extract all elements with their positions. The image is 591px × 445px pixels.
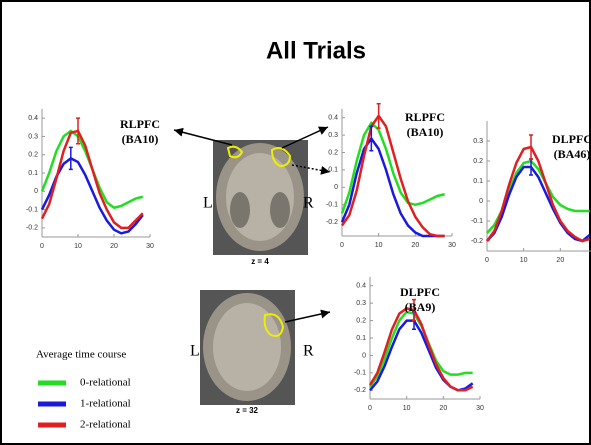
x-tick-label: 10: [74, 243, 82, 250]
legend-label: 2-relational: [80, 419, 131, 431]
x-tick-label: 20: [556, 257, 564, 264]
y-tick-label: -0.2: [326, 219, 338, 226]
error-bar: [76, 117, 80, 145]
y-tick-label: -0.1: [326, 202, 338, 209]
brain-image: [200, 290, 295, 405]
y-tick-label: 0.2: [356, 317, 366, 324]
series-line: [486, 165, 591, 243]
region-label: RLPFC: [120, 117, 160, 131]
y-tick-label: 0.1: [328, 167, 338, 174]
y-tick-label: 0.4: [28, 115, 38, 122]
y-tick-label: 0: [362, 352, 366, 359]
arrow: [284, 309, 331, 323]
arrow: [281, 126, 329, 149]
y-tick-label: 0.3: [473, 138, 483, 145]
x-tick-label: 30: [448, 242, 456, 249]
x-tick-label: 20: [439, 405, 447, 412]
y-tick-label: 0.1: [473, 178, 483, 185]
region-label: (BA10): [407, 125, 444, 139]
hemisphere-label: L: [190, 343, 200, 360]
hemisphere-label: R: [303, 343, 314, 360]
y-tick-label: -0.2: [26, 225, 38, 232]
y-tick-label: 0.1: [28, 170, 38, 177]
error-bar: [376, 103, 381, 129]
series-line: [340, 136, 445, 238]
x-tick-label: 20: [110, 243, 118, 250]
slide-title: All Trials: [266, 37, 366, 64]
arrow: [291, 164, 331, 175]
error-bar: [412, 298, 416, 322]
series-line: [485, 145, 590, 243]
region-label: RLPFC: [405, 110, 445, 124]
y-tick-label: 0.4: [356, 283, 366, 290]
hemisphere-label: R: [303, 195, 314, 212]
y-tick-label: -0.2: [471, 238, 483, 245]
brain-image: [213, 140, 308, 255]
series-line: [40, 129, 144, 230]
y-tick-label: 0: [34, 188, 38, 195]
series-line: [368, 307, 474, 392]
x-tick-label: 20: [411, 242, 419, 249]
y-tick-label: 0: [334, 184, 338, 191]
series-line: [340, 113, 445, 238]
x-tick-label: 0: [40, 243, 44, 250]
region-label: (BA46): [554, 147, 591, 161]
y-tick-label: 0.3: [356, 300, 366, 307]
y-tick-label: 0.2: [28, 152, 38, 159]
legend-label: 1-relational: [80, 398, 131, 410]
legend-title: Average time course: [36, 349, 126, 361]
y-tick-label: -0.1: [26, 206, 38, 213]
region-label: DLPFC: [552, 132, 591, 146]
x-tick-label: 10: [520, 257, 528, 264]
error-bar: [369, 125, 374, 152]
x-tick-label: 0: [368, 405, 372, 412]
y-tick-label: 0.4: [328, 115, 338, 122]
region-label: (BA10): [122, 132, 159, 146]
y-tick-label: 0.3: [328, 132, 338, 139]
legend: 0-relational 1-relational 2-relational: [38, 377, 131, 431]
y-tick-label: 0.1: [356, 335, 366, 342]
slice-label: z = 4: [251, 257, 269, 266]
arrow: [173, 127, 233, 146]
x-tick-label: 0: [340, 242, 344, 249]
x-tick-label: 30: [476, 405, 484, 412]
slice-label: z = 32: [236, 406, 259, 415]
x-tick-label: 10: [375, 242, 383, 249]
y-tick-label: 0: [479, 198, 483, 205]
region-label: (BA9): [405, 300, 436, 314]
region-label: DLPFC: [400, 285, 440, 299]
error-bar: [68, 146, 73, 171]
x-tick-label: 0: [485, 257, 489, 264]
y-tick-label: -0.2: [354, 387, 366, 394]
x-tick-label: 30: [146, 243, 154, 250]
y-tick-label: -0.1: [471, 218, 483, 225]
hemisphere-label: L: [203, 195, 213, 212]
y-tick-label: 0.3: [28, 133, 38, 140]
legend-label: 0-relational: [80, 377, 131, 389]
x-tick-label: 10: [403, 405, 411, 412]
y-tick-label: 0.2: [328, 149, 338, 156]
error-bar: [529, 134, 533, 160]
y-tick-label: -0.1: [354, 370, 366, 377]
series-line: [340, 120, 445, 214]
y-tick-label: 0.2: [473, 158, 483, 165]
